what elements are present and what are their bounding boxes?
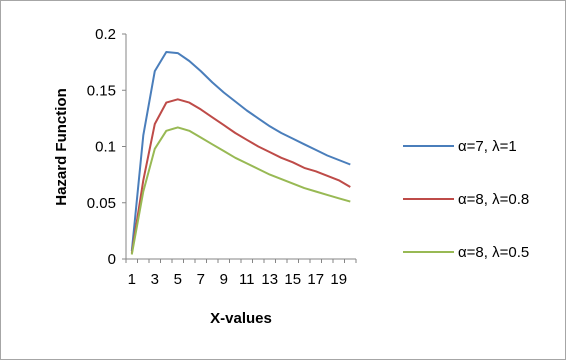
x-tick-label: 11 [239,271,255,288]
x-tick-label: 13 [261,271,278,288]
y-tick-label: 0.1 [95,139,116,156]
x-tick-label: 5 [174,271,182,288]
series-line-2 [130,98,351,254]
y-tick-label: 0.2 [95,26,116,43]
y-tick-label: 0.15 [87,82,116,99]
x-tick-label: 17 [307,271,324,288]
x-tick-label: 9 [220,271,228,288]
x-ticks: 1 3 5 7 9 11 13 15 17 19 [125,259,357,288]
legend: α=7, λ=1 α=8, λ=0.8 α=8, λ=0.5 [403,138,529,261]
y-tick-label: 0.05 [87,195,116,212]
legend-label-1: α=7, λ=1 [458,138,517,155]
series-line-1 [130,51,351,252]
x-tick-label: 7 [197,271,205,288]
x-tick-label: 1 [128,271,136,288]
series-lines [130,51,351,255]
x-tick-label: 15 [284,271,301,288]
axes [125,34,356,260]
x-axis-title: X-values [210,310,272,327]
y-tick-label: 0 [108,251,116,268]
y-axis-title: Hazard Function [53,88,70,206]
legend-label-3: α=8, λ=0.5 [458,244,529,261]
y-ticks: 0 0.05 0.1 0.15 0.2 [87,26,126,268]
x-tick-label: 19 [330,271,347,288]
series-line-3 [130,126,351,255]
x-tick-label: 3 [151,271,159,288]
legend-label-2: α=8, λ=0.8 [458,191,529,208]
